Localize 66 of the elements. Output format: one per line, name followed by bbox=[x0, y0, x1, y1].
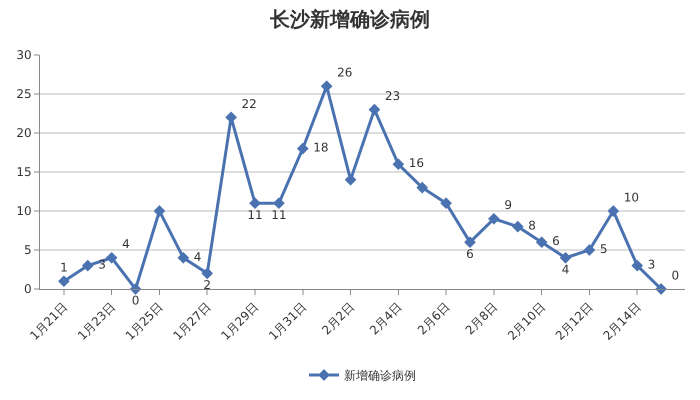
x-tick-label: 1月29日 bbox=[218, 300, 262, 343]
x-tick-label: 2月4日 bbox=[367, 300, 405, 338]
chart-title: 长沙新增确诊病例 bbox=[269, 7, 430, 31]
data-label: 16 bbox=[404, 156, 428, 170]
data-label: 23 bbox=[381, 88, 404, 103]
data-label: 3 bbox=[644, 258, 660, 272]
data-label: 8 bbox=[524, 218, 540, 233]
data-label: 26 bbox=[333, 66, 356, 80]
data-label: 11 bbox=[267, 208, 290, 222]
point bbox=[560, 252, 572, 264]
data-label: 10 bbox=[620, 190, 643, 204]
x-tick-label: 2月10日 bbox=[504, 300, 548, 343]
point bbox=[106, 252, 118, 264]
data-label: 6 bbox=[462, 246, 478, 261]
point bbox=[631, 260, 644, 272]
x-tick-label: 2月14日 bbox=[600, 300, 644, 343]
point bbox=[320, 80, 333, 92]
point bbox=[488, 212, 500, 225]
data-label: 18 bbox=[309, 140, 332, 155]
data-label: 6 bbox=[548, 234, 564, 248]
x-tick-label: 1月23日 bbox=[74, 300, 118, 343]
x-tick-label: 1月31日 bbox=[266, 300, 310, 343]
data-label: 0 bbox=[128, 294, 144, 308]
point bbox=[177, 252, 190, 264]
x-tick-label: 2月6日 bbox=[414, 300, 452, 338]
x-tick-label: 1月27日 bbox=[170, 300, 214, 343]
y-tick-label: 10 bbox=[16, 204, 32, 218]
point bbox=[464, 236, 476, 248]
point bbox=[296, 142, 309, 154]
point bbox=[201, 268, 214, 280]
point bbox=[344, 174, 356, 186]
point bbox=[607, 205, 620, 217]
y-tick-label: 25 bbox=[16, 87, 32, 102]
data-label: 4 bbox=[118, 237, 134, 252]
y-tick-label: 30 bbox=[16, 48, 32, 62]
data-label: 4 bbox=[190, 250, 206, 264]
data-label: 11 bbox=[244, 208, 266, 222]
data-label: 0 bbox=[668, 268, 683, 282]
data-label: 5 bbox=[596, 242, 612, 256]
x-tick-label: 2月2日 bbox=[319, 300, 357, 338]
point bbox=[82, 260, 94, 272]
point bbox=[416, 182, 428, 194]
data-label: 2 bbox=[200, 278, 215, 292]
legend-label: 新增确诊病例 bbox=[344, 368, 416, 383]
point bbox=[440, 197, 452, 210]
data-label: 4 bbox=[558, 262, 574, 276]
data-label: 9 bbox=[500, 198, 516, 212]
point bbox=[58, 275, 70, 288]
y-tick-label: 5 bbox=[24, 243, 32, 258]
point bbox=[368, 104, 380, 116]
y-tick-label: 20 bbox=[16, 126, 32, 140]
data-label: 22 bbox=[238, 96, 261, 111]
y-tick-label: 0 bbox=[24, 282, 32, 296]
data-label: 3 bbox=[94, 258, 110, 272]
point bbox=[273, 197, 285, 210]
x-tick-label: 2月12日 bbox=[552, 300, 596, 343]
y-tick-label: 15 bbox=[16, 165, 32, 180]
point bbox=[512, 220, 524, 232]
x-tick-label: 1月21日 bbox=[27, 300, 70, 343]
point bbox=[392, 158, 404, 170]
point bbox=[249, 197, 261, 210]
data-label: 1 bbox=[56, 260, 72, 275]
x-tick-label: 2月8日 bbox=[462, 300, 500, 338]
point bbox=[536, 236, 548, 248]
point bbox=[584, 244, 596, 256]
point bbox=[154, 205, 166, 217]
